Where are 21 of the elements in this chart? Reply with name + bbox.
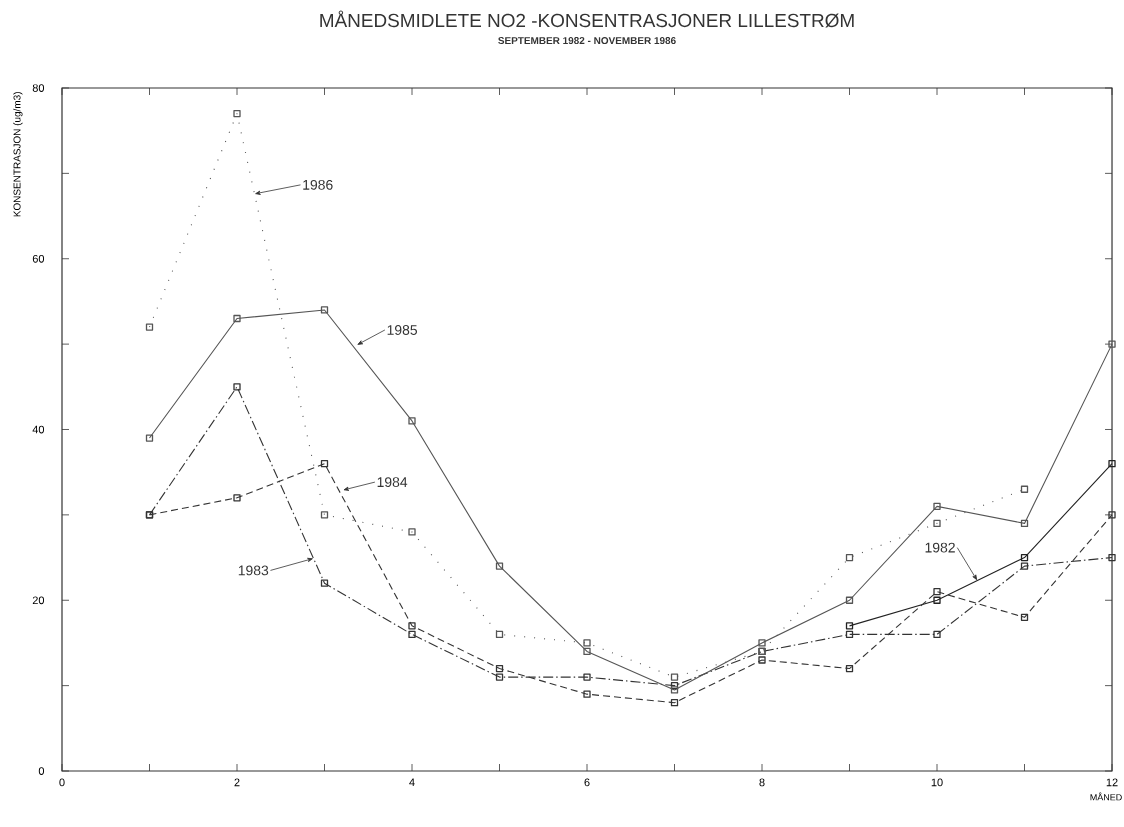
x-tick-label: 10 xyxy=(931,778,943,787)
annotation: 1984 xyxy=(377,477,408,488)
y-tick-label: 40 xyxy=(32,425,45,434)
y-tick-label: 80 xyxy=(32,84,45,92)
x-tick-label: 4 xyxy=(409,778,415,787)
y-tick-label: 20 xyxy=(32,596,45,605)
y-axis-title: KONSENTRASJON (ug/m3) xyxy=(13,92,23,217)
y-tick-label: 60 xyxy=(32,254,45,263)
annotation: 1985 xyxy=(387,325,418,335)
x-tick-label: 6 xyxy=(584,778,590,787)
chart-title: MÅNEDSMIDLETE NO2 -KONSENTRASJONER LILLESTRØM xyxy=(320,10,854,28)
x-tick-label: 0 xyxy=(59,778,65,787)
annotation: 1986 xyxy=(303,179,333,190)
x-tick-label: 8 xyxy=(759,778,765,787)
x-axis-title: MÅNED xyxy=(1090,792,1122,801)
y-tick-label: 0 xyxy=(38,767,45,775)
chart-subtitle: SEPTEMBER 1982 - NOVEMBER 1986 xyxy=(498,37,676,45)
annotation: 1982 xyxy=(925,542,955,553)
x-tick-label: 2 xyxy=(234,778,240,787)
annotation: 1983 xyxy=(238,565,269,576)
x-tick-label: 12 xyxy=(1106,778,1118,787)
